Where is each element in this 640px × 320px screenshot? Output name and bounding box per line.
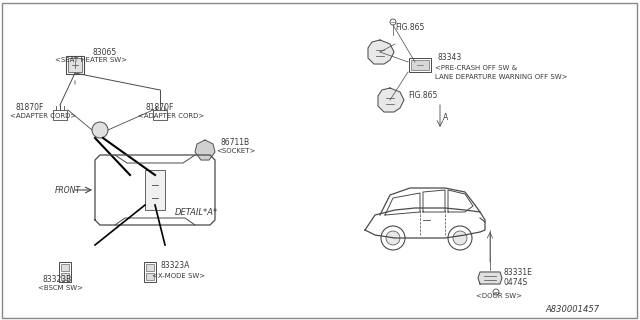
Bar	[145, 170, 165, 210]
Text: 0474S: 0474S	[503, 278, 527, 287]
Polygon shape	[368, 40, 394, 64]
Bar	[411, 60, 429, 70]
Bar	[53, 110, 67, 120]
Bar	[68, 58, 82, 72]
Circle shape	[453, 231, 467, 245]
Bar	[146, 264, 154, 271]
Text: <SOCKET>: <SOCKET>	[216, 148, 255, 154]
Circle shape	[386, 231, 400, 245]
Text: <PRE-CRASH OFF SW &: <PRE-CRASH OFF SW &	[435, 65, 517, 71]
Text: <ADAPTER CORD>: <ADAPTER CORD>	[10, 113, 76, 119]
Bar	[146, 273, 154, 280]
Text: 83323B: 83323B	[42, 275, 71, 284]
Text: 83065: 83065	[92, 48, 116, 57]
Text: DETAIL*A*: DETAIL*A*	[175, 208, 218, 217]
Circle shape	[381, 226, 405, 250]
Text: 83323A: 83323A	[160, 261, 189, 270]
Text: 86711B: 86711B	[220, 138, 249, 147]
Bar	[66, 56, 84, 74]
Bar	[59, 262, 71, 282]
Bar	[61, 264, 69, 271]
Circle shape	[493, 289, 499, 295]
Polygon shape	[478, 272, 502, 284]
Text: 81870F: 81870F	[15, 103, 44, 112]
Bar	[61, 273, 69, 280]
Text: 81870F: 81870F	[145, 103, 173, 112]
Circle shape	[448, 226, 472, 250]
Text: <DOOR SW>: <DOOR SW>	[476, 293, 522, 299]
Polygon shape	[378, 88, 404, 112]
Text: FRONT: FRONT	[55, 186, 81, 195]
Text: <BSCM SW>: <BSCM SW>	[38, 285, 83, 291]
Text: <SEAT HEATER SW>: <SEAT HEATER SW>	[55, 57, 127, 63]
Circle shape	[390, 19, 396, 25]
Bar	[153, 110, 167, 120]
Bar	[409, 58, 431, 72]
Text: LANE DEPARTURE WARNING OFF SW>: LANE DEPARTURE WARNING OFF SW>	[435, 74, 568, 80]
Text: FIG.865: FIG.865	[408, 91, 437, 100]
Text: A830001457: A830001457	[546, 305, 600, 314]
Text: <ADAPTER CORD>: <ADAPTER CORD>	[138, 113, 204, 119]
Text: 83331E: 83331E	[503, 268, 532, 277]
Text: A: A	[443, 113, 448, 122]
Polygon shape	[195, 140, 215, 160]
Text: <X-MODE SW>: <X-MODE SW>	[152, 273, 205, 279]
Text: 83343: 83343	[437, 53, 461, 62]
Circle shape	[92, 122, 108, 138]
Text: FIG.865: FIG.865	[395, 23, 424, 32]
Bar	[144, 262, 156, 282]
